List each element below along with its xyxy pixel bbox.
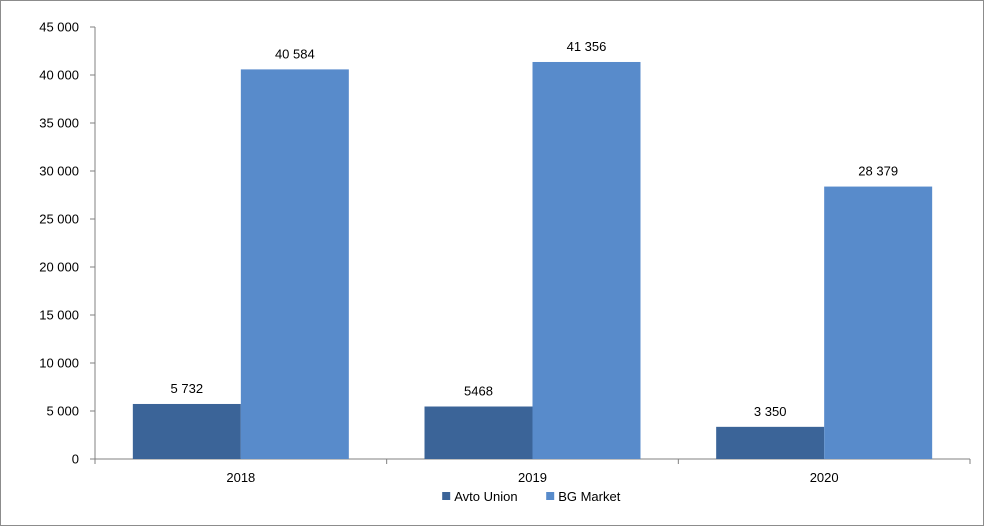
data-labels: 5 732 40 584 5468 41 356 3 350 28 379 bbox=[171, 39, 898, 419]
legend-item-avto-union: Avto Union bbox=[442, 489, 518, 504]
x-tick-label: 2018 bbox=[226, 470, 255, 485]
legend-label: BG Market bbox=[558, 489, 621, 504]
legend: Avto Union BG Market bbox=[442, 489, 621, 504]
y-tick-label: 25 000 bbox=[39, 212, 79, 227]
x-tick-label: 2020 bbox=[810, 470, 839, 485]
y-tick-label: 10 000 bbox=[39, 356, 79, 371]
bar-bg-market-2019 bbox=[532, 61, 641, 460]
bar-bg-market-2018 bbox=[240, 69, 349, 459]
y-tick-label: 5 000 bbox=[46, 404, 79, 419]
y-tick-label: 40 000 bbox=[39, 68, 79, 83]
y-tick-label: 20 000 bbox=[39, 260, 79, 275]
data-label: 41 356 bbox=[567, 39, 607, 54]
y-axis: 0 5 000 10 000 15 000 20 000 25 000 30 000 35 0… bbox=[39, 20, 96, 467]
y-tick-label: 15 000 bbox=[39, 308, 79, 323]
bar-avto-union-2018 bbox=[132, 403, 241, 459]
legend-label: Avto Union bbox=[454, 489, 517, 504]
bar-bg-market-2020 bbox=[824, 186, 933, 460]
legend-item-bg-market: BG Market bbox=[546, 489, 621, 504]
bar-avto-union-2019 bbox=[424, 406, 533, 459]
legend-swatch bbox=[442, 492, 451, 500]
data-label: 28 379 bbox=[858, 164, 898, 179]
data-label: 3 350 bbox=[754, 404, 787, 419]
x-tick-label: 2019 bbox=[518, 470, 547, 485]
legend-swatch bbox=[546, 492, 555, 500]
data-label: 5 732 bbox=[171, 381, 204, 396]
y-tick-label: 0 bbox=[72, 452, 79, 467]
bar-avto-union-2020 bbox=[716, 426, 825, 459]
y-tick-label: 45 000 bbox=[39, 20, 79, 35]
y-tick-label: 30 000 bbox=[39, 164, 79, 179]
data-label: 40 584 bbox=[275, 46, 315, 61]
bars bbox=[132, 61, 933, 460]
data-label: 5468 bbox=[464, 384, 493, 399]
y-tick-label: 35 000 bbox=[39, 116, 79, 131]
